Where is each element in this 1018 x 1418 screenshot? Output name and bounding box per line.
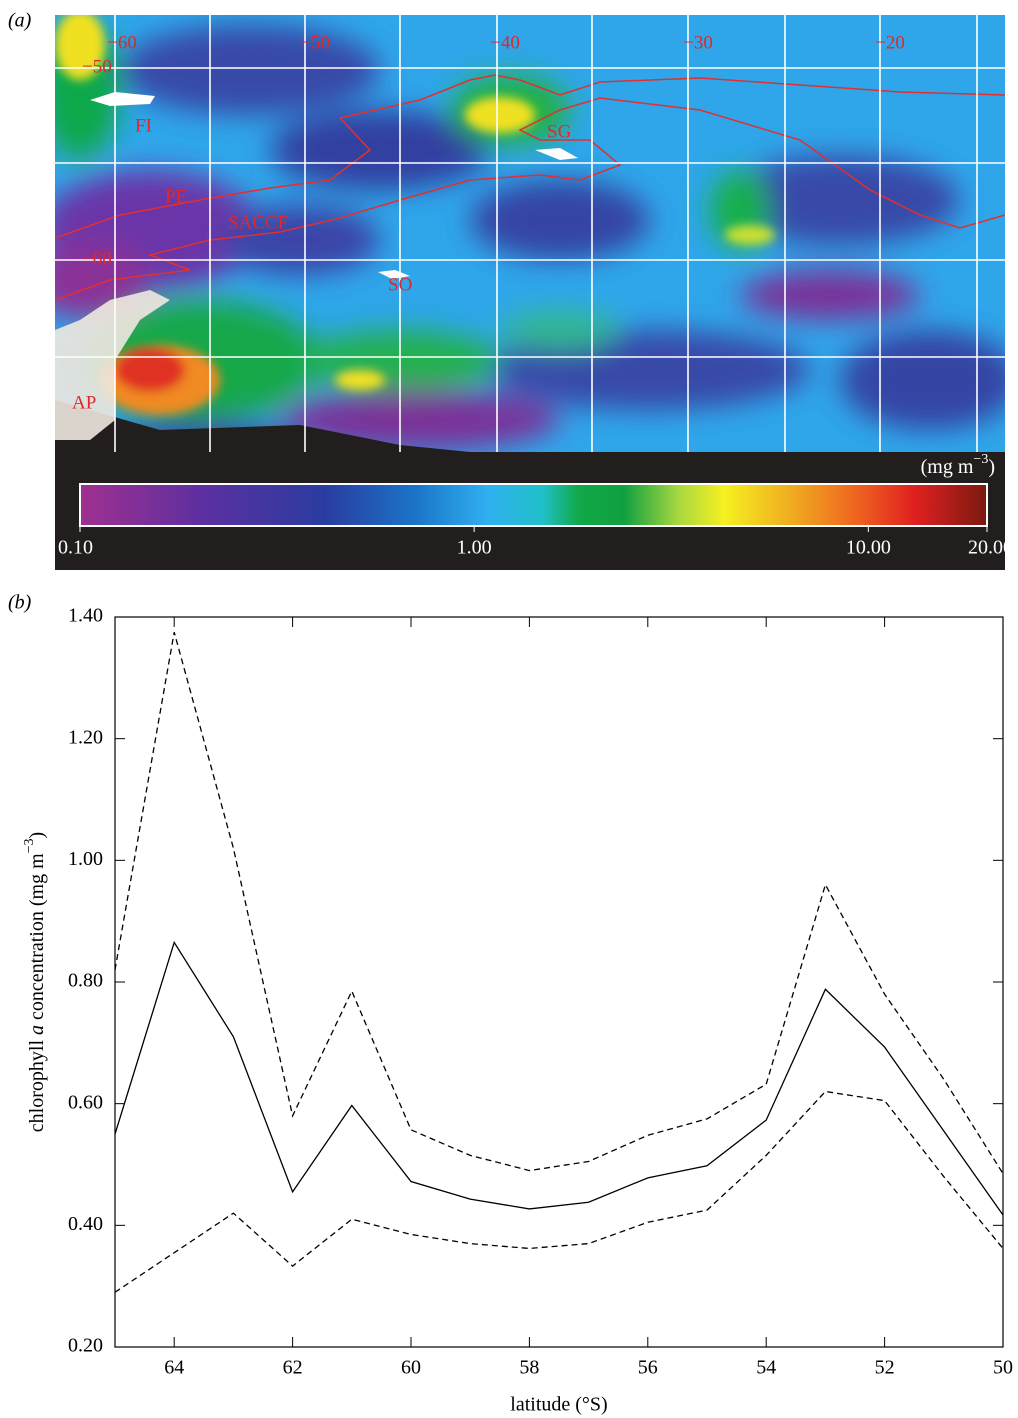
data-line [114,940,1004,1216]
colorbar-unit: (mg m−3) [921,452,995,477]
y-tick-label: 1.00 [68,848,103,870]
colorbar [79,483,988,527]
lon-label: −30 [683,32,713,53]
x-tick-label: 54 [756,1357,776,1379]
colorbar-tick-label: 20.00 [968,537,1013,559]
lat-label: −50 [82,56,112,77]
y-tick-label: 1.40 [68,605,103,627]
unit-exponent: −3 [973,452,988,467]
label-part: a [26,1025,48,1035]
region-label: AP [72,392,96,413]
panel-label: (b) [8,592,32,614]
line-chart: latitude (°S) chlorophyll a concentration … [22,605,1013,1416]
map-grid [55,15,1005,452]
map-image [55,15,1005,452]
x-tick-label: 50 [993,1357,1013,1379]
plot-frame [114,616,1004,1348]
x-tick-label: 52 [875,1357,895,1379]
label-part: ) [26,832,48,839]
label-part: −3 [22,838,37,853]
x-tick-label: 58 [519,1357,539,1379]
region-label: SO [388,274,412,295]
region-label: FI [135,115,152,136]
lon-label: −50 [300,32,330,53]
x-tick-label: 64 [164,1357,184,1379]
colorbar-tick-label: 0.10 [58,537,93,559]
lon-label: −60 [107,32,137,53]
lon-label: −40 [490,32,520,53]
lon-label: −20 [875,32,905,53]
colorbar-tick-label: 10.00 [846,537,891,559]
map: −60 −50 −40 −30 −20 −50 −60 FI PE SACCF … [55,15,1013,570]
y-tick-label: 1.20 [68,726,103,748]
region-label: SG [547,121,572,142]
y-tick-label: 0.80 [68,970,103,992]
y-axis-label: chlorophyll a concentration (mg m−3) [22,832,47,1132]
x-tick-label: 56 [638,1357,658,1379]
unit-text: (mg m [921,456,974,478]
x-tick-label: 62 [283,1357,303,1379]
y-tick-label: 0.20 [68,1335,103,1357]
y-tick-label: 0.60 [68,1091,103,1113]
label-part: chlorophyll [26,1040,48,1133]
x-axis-label: latitude (°S) [510,1394,607,1416]
panel-label: (a) [8,10,32,32]
label-part: concentration (mg m [26,853,48,1020]
region-label: PE [165,186,187,207]
unit-text: ) [988,456,995,478]
data-line [114,632,1004,1174]
x-tick-label: 60 [401,1357,421,1379]
colorbar-ticks: 0.10 1.00 10.00 20.00 [58,526,1013,559]
data-line [114,1090,1004,1293]
lat-label: −60 [82,248,112,269]
colorbar-tick-label: 1.00 [457,537,492,559]
region-label: SACCF [228,212,288,233]
y-tick-label: 0.40 [68,1213,103,1235]
